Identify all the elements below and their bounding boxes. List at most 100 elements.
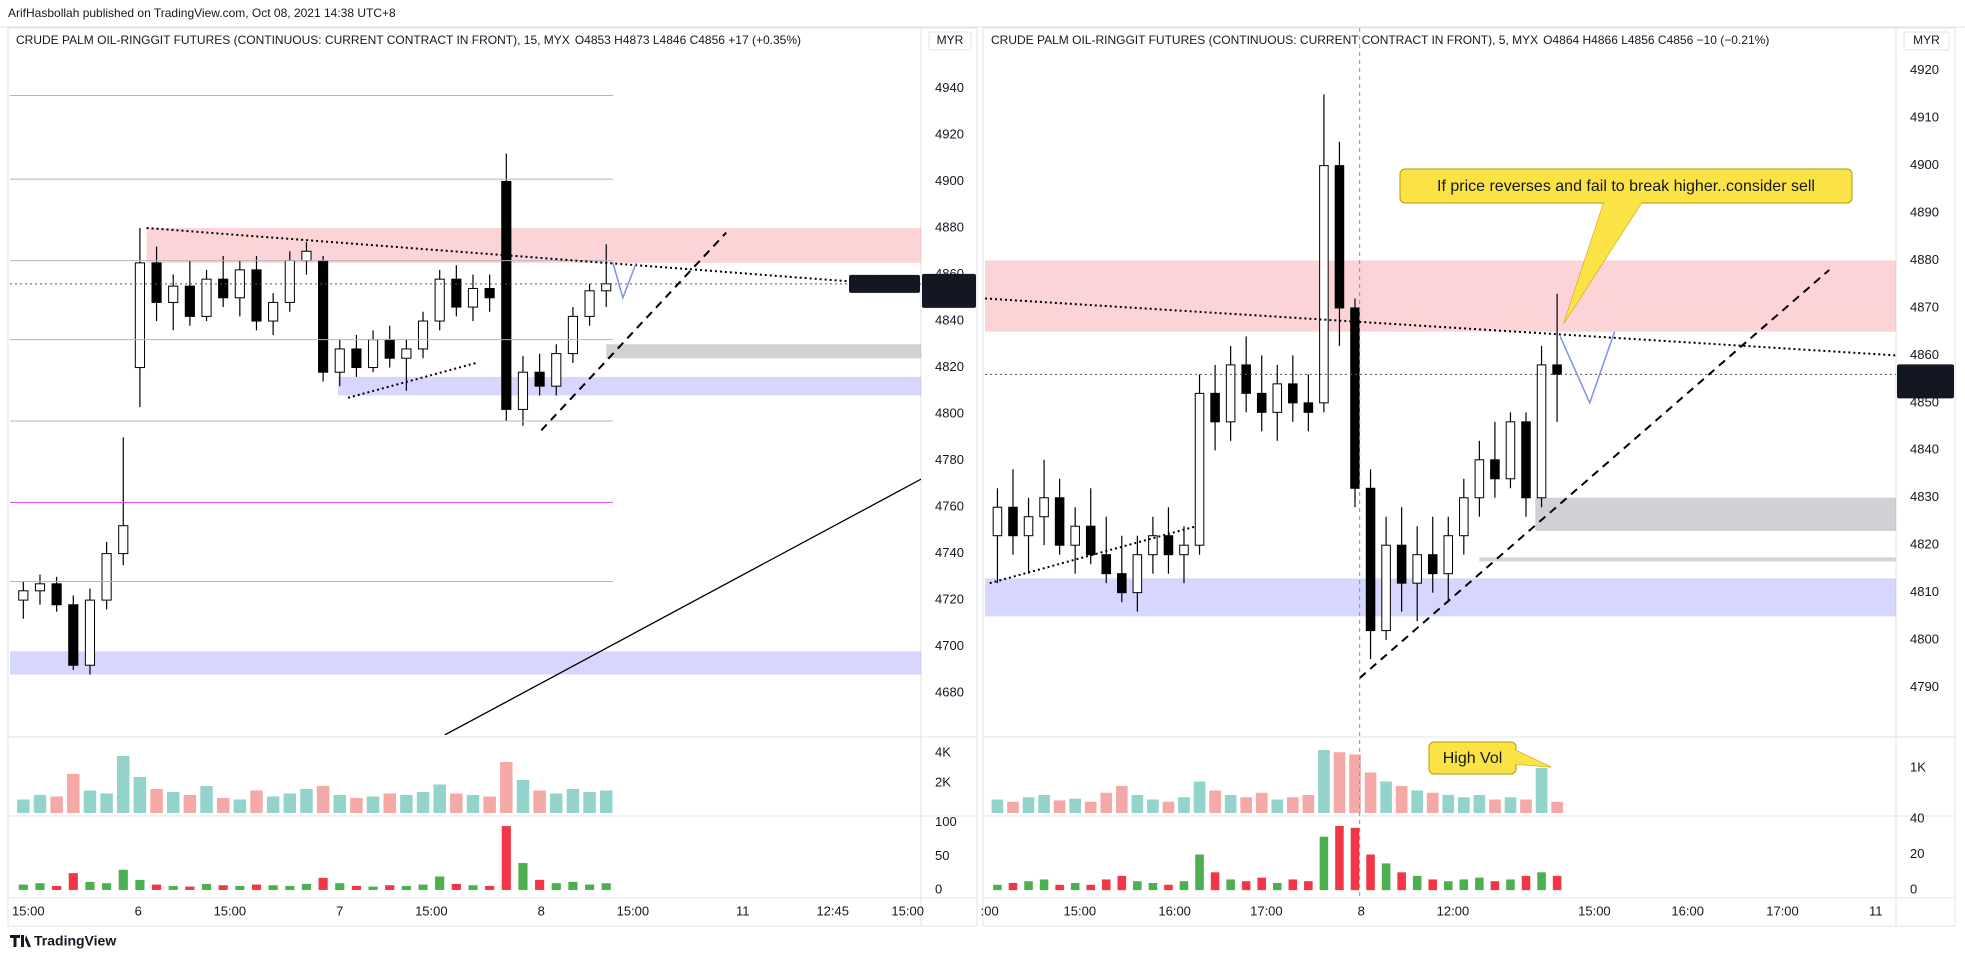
candle-body — [1179, 544, 1189, 556]
x-tick-label: 12:00 — [1437, 903, 1470, 918]
currency-box — [1903, 31, 1950, 51]
candle-body — [501, 180, 512, 410]
candle-body — [1412, 554, 1422, 584]
x-tick-label: 15:00 — [1064, 903, 1097, 918]
x-tick-label: 11 — [736, 903, 750, 918]
x-tick-label: 17:00 — [1766, 903, 1799, 918]
price-tag-value: 4856 — [1911, 366, 1940, 381]
indicator-bar — [285, 885, 295, 890]
volume-bar — [1069, 798, 1081, 813]
candle-body — [534, 371, 545, 387]
callout-text: If price reverses and fail to break high… — [1437, 178, 1815, 195]
candle-body — [1288, 383, 1298, 404]
candle-body — [451, 278, 462, 308]
candle-body — [1085, 525, 1096, 556]
volume-bar — [150, 788, 163, 813]
indicator-bar — [1039, 879, 1049, 891]
candle-body — [1163, 535, 1174, 556]
indicator-bar — [385, 885, 395, 890]
candle-body — [84, 599, 96, 666]
volume-bar — [1551, 801, 1563, 813]
indicator-bar — [1552, 875, 1562, 891]
volume-bar — [333, 794, 347, 813]
volume-bar — [17, 799, 30, 813]
indicator-tick-label: 0 — [1910, 882, 1917, 897]
candle-body — [1272, 383, 1283, 413]
volume-tick-label: 2K — [935, 774, 951, 789]
volume-bar — [500, 761, 513, 813]
volume-bar — [83, 790, 97, 813]
candle-body — [551, 353, 562, 387]
volume-tick-label: 1K — [1910, 759, 1926, 774]
symbol-tag-box — [849, 274, 920, 293]
indicator-bar — [1521, 875, 1531, 891]
candle-body — [1443, 535, 1454, 575]
indicator-bar — [418, 884, 428, 890]
indicator-bar — [1055, 884, 1064, 891]
volume-bar — [67, 773, 80, 813]
indicator-bar — [368, 886, 378, 890]
zone — [10, 651, 921, 675]
indicator-bar — [1164, 884, 1173, 891]
indicator-bar — [1117, 875, 1127, 891]
indicator-bar — [1024, 881, 1033, 891]
indicator-tick-label: 100 — [935, 814, 957, 829]
pane — [993, 826, 1562, 891]
indicator-bar — [1008, 883, 1018, 891]
volume-bar — [1411, 790, 1424, 813]
candle-body — [417, 320, 429, 350]
volume-bar — [50, 796, 63, 813]
indicator-bar — [52, 885, 62, 890]
indicator-bar — [185, 886, 195, 890]
candle-body — [1148, 535, 1158, 556]
volume-bar — [1271, 799, 1284, 813]
indicator-bar — [318, 877, 328, 890]
volume-bar — [1302, 794, 1315, 813]
x-tick-label: 17:00 — [1250, 903, 1283, 918]
volume-bar — [991, 799, 1004, 813]
y-tick-label: 4880 — [1910, 252, 1939, 267]
zone — [338, 376, 921, 396]
legend-title: CRUDE PALM OIL-RINGGIT FUTURES (CONTINUO… — [991, 33, 1538, 47]
candle-body — [68, 604, 79, 666]
volume-bar — [233, 799, 247, 813]
y-tick-label: 4740 — [935, 545, 964, 560]
candle-body — [1054, 497, 1065, 546]
indicator-bar — [1350, 827, 1360, 891]
pane — [18, 826, 611, 890]
indicator-bar — [1319, 836, 1329, 891]
volume-bar — [1364, 772, 1377, 813]
volume-bar — [1240, 797, 1253, 813]
callout-text: High Vol — [1443, 750, 1503, 767]
drawing-line — [989, 525, 1197, 585]
indicator-bar — [1195, 854, 1204, 891]
indicator-bar — [1288, 879, 1298, 891]
x-tick-label: :00 — [981, 903, 999, 918]
y-tick-label: 4800 — [935, 405, 964, 420]
indicator-bar — [435, 876, 445, 890]
candle-body — [1225, 364, 1236, 423]
y-tick-label: 4900 — [935, 173, 964, 188]
y-tick-label: 4880 — [935, 219, 964, 234]
symbol-tag: FCPOZ2021 — [851, 277, 919, 291]
y-tick-label: 4790 — [1910, 679, 1939, 694]
volume-bar — [1007, 801, 1019, 813]
y-tick-label: 4920 — [1910, 62, 1939, 77]
candle-body — [1023, 516, 1034, 537]
volume-bar — [1209, 790, 1221, 813]
indicator-bar — [251, 884, 262, 890]
price-tag-value: 4856 — [935, 275, 964, 290]
indicator-bar — [1506, 879, 1515, 891]
volume-bar — [1084, 801, 1097, 813]
indicator-bar — [993, 884, 1002, 891]
candle-body — [151, 262, 162, 303]
indicator-bar — [1070, 883, 1080, 891]
y-tick-label: 4680 — [935, 685, 964, 700]
volume-bar — [250, 790, 263, 813]
indicator-bar — [102, 883, 112, 890]
indicator-bar — [1133, 881, 1142, 891]
candle-body — [318, 260, 329, 373]
indicator-bar — [1366, 854, 1375, 891]
drawing-line — [985, 297, 1896, 357]
indicator-bar — [501, 826, 511, 890]
